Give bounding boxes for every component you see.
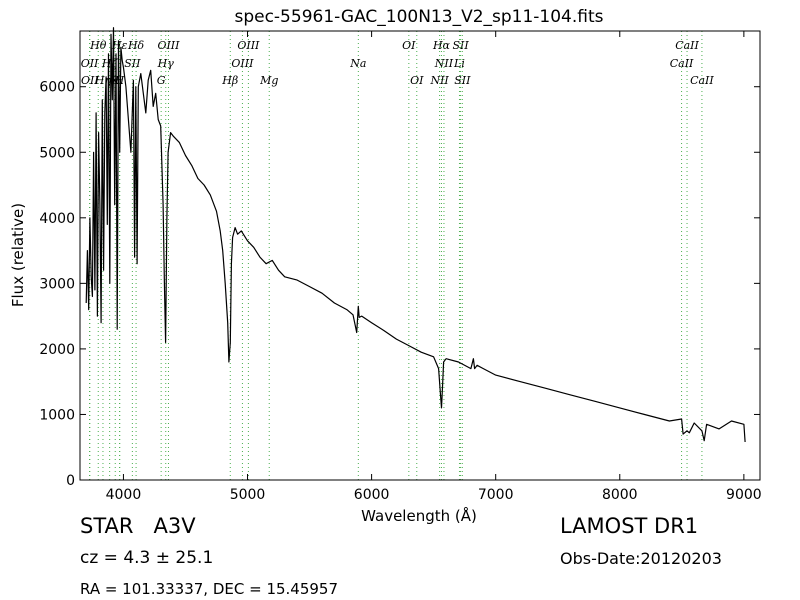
spectral-line-label: OIII bbox=[237, 39, 260, 52]
x-tick-label: 5000 bbox=[230, 487, 266, 503]
spectral-line-label: OIII bbox=[231, 57, 254, 70]
spectral-line-label: SII bbox=[452, 39, 469, 52]
star-classification: STAR A3V bbox=[80, 514, 196, 538]
spectral-line-label: Li bbox=[453, 57, 465, 70]
spectral-line-label: Hβ bbox=[221, 74, 238, 87]
plot-frame bbox=[79, 30, 761, 481]
spectral-line-label: SII bbox=[454, 74, 471, 87]
y-tick-label: 3000 bbox=[39, 276, 75, 292]
y-tick-label: 2000 bbox=[39, 342, 75, 358]
chart-title: spec-55961-GAC_100N13_V2_sp11-104.fits bbox=[234, 7, 603, 27]
spectral-line-label: Hε bbox=[111, 39, 128, 52]
y-axis-label: Flux (relative) bbox=[9, 203, 27, 307]
spectral-line-label: Hγ bbox=[157, 57, 175, 70]
spectral-line-label: OI bbox=[410, 74, 424, 87]
y-tick-label: 0 bbox=[66, 473, 75, 489]
observation-date: Obs-Date:20120203 bbox=[560, 549, 722, 568]
plot-axes: 4000 5000 6000 7000 8000 9000 0 1000 2000 3000 400… bbox=[39, 30, 762, 503]
y-tick-label: 5000 bbox=[39, 145, 75, 161]
spectral-line-label: Hθ bbox=[89, 39, 107, 52]
spectral-line-label: G bbox=[157, 74, 166, 87]
spectral-line-label: Hδ bbox=[127, 39, 145, 52]
spectral-line-label: K bbox=[110, 74, 120, 87]
spectral-line-label: OIII bbox=[157, 39, 180, 52]
x-tick-label: 7000 bbox=[478, 487, 514, 503]
spectral-line-label: Na bbox=[349, 57, 366, 70]
redshift-value: cz = 4.3 ± 25.1 bbox=[80, 548, 214, 568]
spectrum-plot bbox=[85, 27, 746, 443]
x-axis-label: Wavelength (Å) bbox=[361, 506, 477, 525]
spectral-line-label: SII bbox=[124, 57, 141, 70]
spectral-line-label: Hη bbox=[94, 74, 112, 87]
spectral-line-label: CaII bbox=[675, 39, 699, 52]
spectral-line-label: Mg bbox=[259, 74, 278, 87]
ra-dec-coordinates: RA = 101.33337, DEC = 15.45957 bbox=[80, 580, 339, 598]
y-tick-label: 4000 bbox=[39, 211, 75, 227]
y-tick-label: 6000 bbox=[39, 80, 75, 96]
spectral-line-label: CaII bbox=[690, 74, 714, 87]
spectral-line-label: NII bbox=[434, 57, 454, 70]
survey-name: LAMOST DR1 bbox=[560, 514, 699, 538]
spectral-line-label: OI bbox=[402, 39, 416, 52]
spectral-line-label: CaII bbox=[670, 57, 694, 70]
x-tick-label: 6000 bbox=[354, 487, 390, 503]
spectral-line-label: Hα bbox=[432, 39, 451, 52]
spectral-line-label: OII bbox=[81, 74, 99, 87]
spectral-line-label: NII bbox=[429, 74, 449, 87]
spectrum-line bbox=[85, 27, 746, 443]
y-tick-label: 1000 bbox=[39, 407, 75, 423]
x-tick-label: 8000 bbox=[602, 487, 638, 503]
x-tick-label: 9000 bbox=[726, 487, 762, 503]
x-tick-label: 4000 bbox=[106, 487, 142, 503]
